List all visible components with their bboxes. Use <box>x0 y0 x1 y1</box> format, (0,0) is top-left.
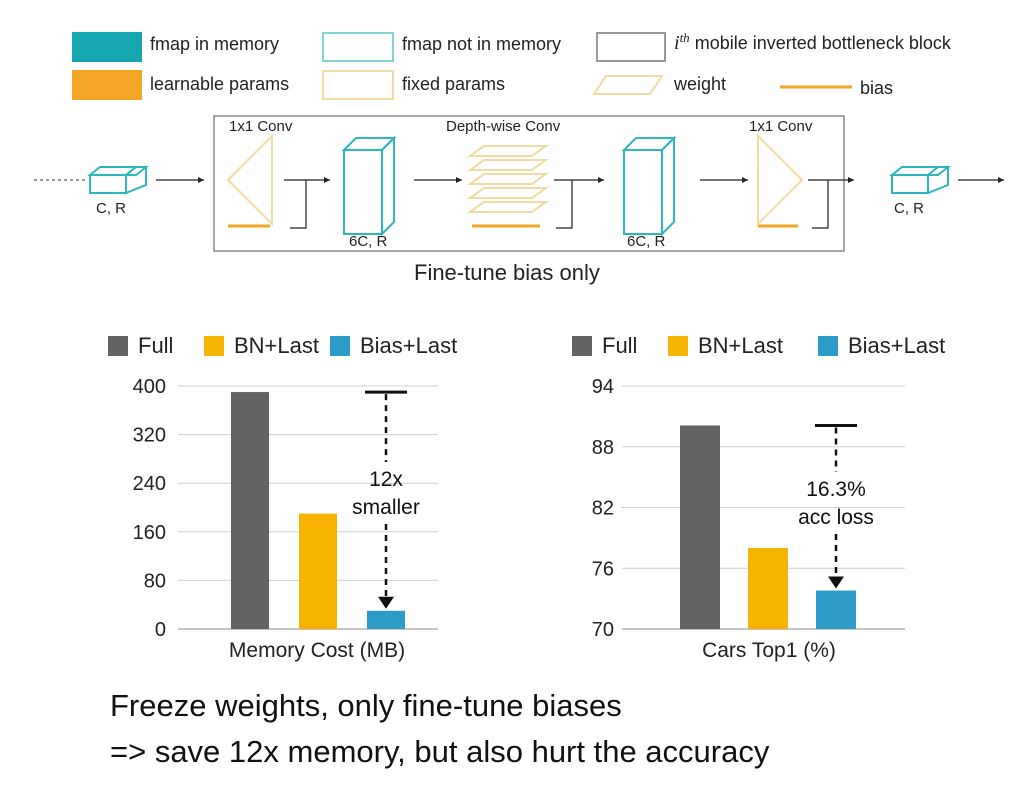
y-tick-label-3: 240 <box>133 473 166 495</box>
annotation-text-2: acc loss <box>798 506 874 529</box>
fmap-not-in-memory-swatch <box>322 32 394 62</box>
block-outline <box>213 115 845 252</box>
bar-bn-last <box>748 548 788 629</box>
legend-swatch-1 <box>204 336 224 356</box>
hidden-fmap-1 <box>341 135 397 237</box>
legend-label-1: BN+Last <box>698 333 783 358</box>
annotation-text-1: 16.3% <box>806 478 866 501</box>
bar-bn-last <box>299 513 337 629</box>
legend-swatch-2 <box>330 336 350 356</box>
y-tick-label-0: 70 <box>592 619 614 641</box>
learnable-params-label: learnable params <box>150 74 290 94</box>
legend-label-1: BN+Last <box>234 333 319 358</box>
conv2-weight <box>757 133 804 227</box>
bottleneck-diagram <box>34 115 1004 252</box>
annotation-arrowhead <box>378 596 394 609</box>
y-tick-label-2: 82 <box>592 498 614 520</box>
input-dims-label: C, R <box>96 200 126 217</box>
legend-label-0: Full <box>602 333 637 358</box>
hidden1-dims-label: 6C, R <box>349 233 388 250</box>
dw-conv-label: Depth-wise Conv <box>446 118 561 135</box>
bar-bias-last <box>816 590 856 629</box>
y-tick-label-1: 76 <box>592 558 614 580</box>
dw-weights <box>466 145 550 213</box>
input-fmap <box>87 166 149 195</box>
ith-block-text: mobile inverted bottleneck block <box>694 33 951 53</box>
conv2-label: 1x1 Conv <box>749 118 813 135</box>
legend-label-0: Full <box>138 333 173 358</box>
block-swatch <box>596 32 666 62</box>
weight-label: weight <box>674 74 727 94</box>
conv1-label: 1x1 Conv <box>229 118 293 135</box>
ith-superscript: th <box>679 30 690 45</box>
y-tick-label-0: 0 <box>155 619 166 641</box>
accuracy-chart: Full BN+Last Bias+Last 70 76 82 88 94 16.3% acc l… <box>572 333 945 662</box>
diagram-caption: Fine-tune bias only <box>414 260 600 285</box>
y-tick-label-5: 400 <box>133 376 166 398</box>
y-tick-label-1: 80 <box>144 570 166 592</box>
footer-line-1: Freeze weights, only fine-tune biases <box>110 688 622 723</box>
conv2-bias-connector <box>812 180 829 229</box>
legend-swatch-1 <box>668 336 688 356</box>
legend-swatch-0 <box>108 336 128 356</box>
y-tick-label-4: 320 <box>133 425 166 447</box>
legend-swatch-0 <box>572 336 592 356</box>
footer-line-2: => save 12x memory, but also hurt the ac… <box>110 734 770 769</box>
y-tick-label-3: 88 <box>592 437 614 459</box>
legend-label-2: Bias+Last <box>360 333 457 358</box>
output-dims-label: C, R <box>894 200 924 217</box>
weight-legend-icon <box>592 75 664 95</box>
output-fmap <box>889 166 951 195</box>
ith-block-label: ith mobile inverted bottleneck block <box>674 30 951 54</box>
y-tick-label-2: 160 <box>133 522 166 544</box>
annotation-text-2: smaller <box>352 496 420 519</box>
dw-bias-connector <box>556 180 573 229</box>
bar-full <box>231 392 269 629</box>
bar-full <box>680 425 720 629</box>
legend-label-2: Bias+Last <box>848 333 945 358</box>
memory-cost-chart: Full BN+Last Bias+Last 0 80 160 240 320 400 12x sm… <box>108 333 457 662</box>
legend-swatch-2 <box>818 336 838 356</box>
bias-label: bias <box>860 78 894 98</box>
fmap-not-in-memory-label: fmap not in memory <box>402 34 562 54</box>
hidden2-dims-label: 6C, R <box>627 233 666 250</box>
fixed-params-label: fixed params <box>402 74 506 94</box>
fixed-params-swatch <box>322 70 394 100</box>
hidden-fmap-2 <box>621 135 677 237</box>
fmap-in-memory-label: fmap in memory <box>150 34 280 54</box>
bar-bias-last <box>367 610 405 629</box>
x-axis-label: Cars Top1 (%) <box>702 639 836 662</box>
x-axis-label: Memory Cost (MB) <box>229 639 405 662</box>
annotation-arrowhead <box>828 576 844 589</box>
y-tick-label-4: 94 <box>592 376 614 398</box>
fmap-in-memory-swatch <box>72 32 142 62</box>
conv1-bias-connector <box>290 180 307 229</box>
conv1-weight <box>226 133 273 227</box>
learnable-params-swatch <box>72 70 142 100</box>
bias-legend-icon <box>780 85 852 89</box>
annotation-text-1: 12x <box>369 468 403 491</box>
